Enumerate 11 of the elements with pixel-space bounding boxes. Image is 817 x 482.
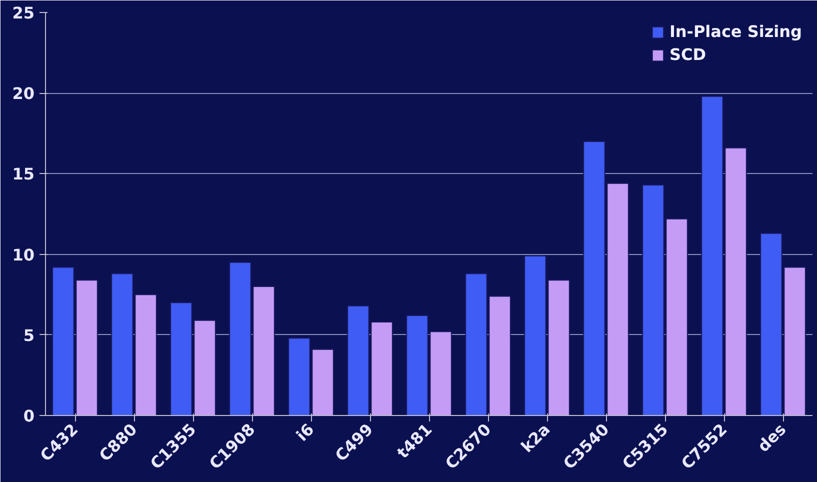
legend-label: In-Place Sizing (669, 22, 802, 41)
x-tick-label: i6 (292, 420, 318, 445)
y-tick-label: 0 (23, 406, 35, 426)
y-tick-label: 25 (12, 4, 34, 22)
legend-label: SCD (669, 45, 706, 64)
y-tick-label: 10 (12, 245, 34, 264)
x-tick-label: des (754, 420, 790, 456)
y-tick-label: 5 (23, 326, 35, 345)
x-tick-label: k2a (517, 420, 554, 456)
y-tick-label: 20 (12, 84, 34, 104)
y-tick-label: 15 (12, 164, 34, 184)
